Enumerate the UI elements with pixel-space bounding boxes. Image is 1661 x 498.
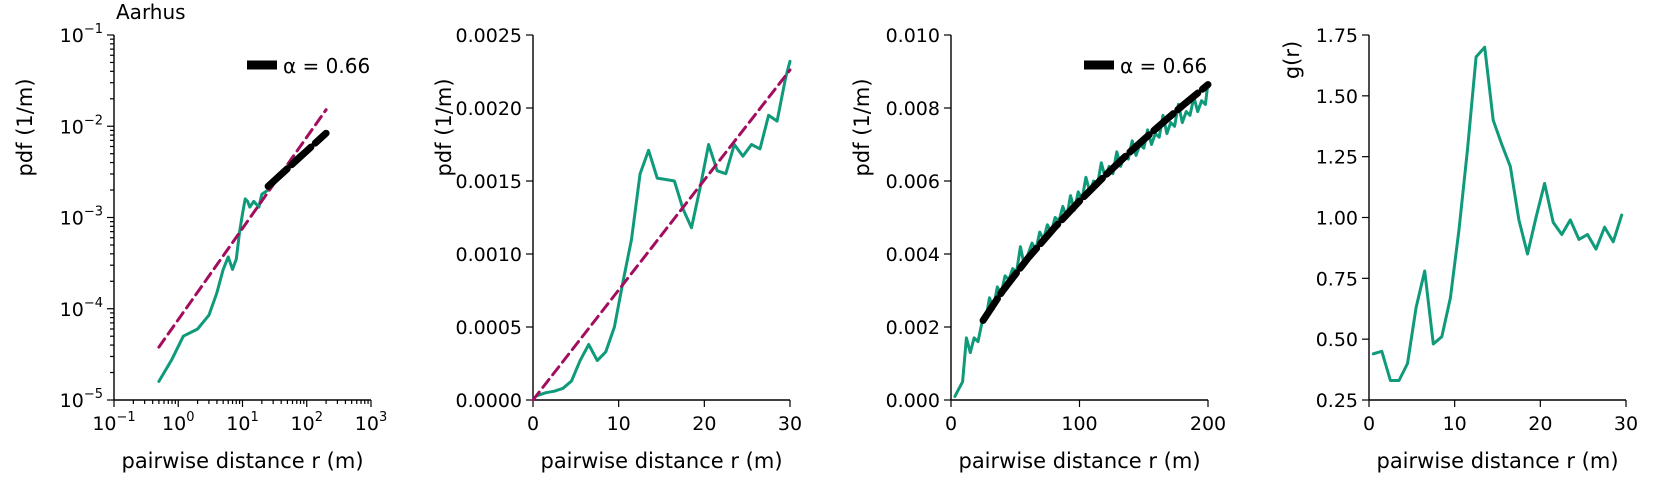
- y-tick-label: 0.002: [886, 317, 940, 339]
- y-tick-label: 0.006: [886, 171, 940, 193]
- chart-panel-1: 10−1 100 101 102 103 10−5 10−4 10−3 10−2 10−1 pair…: [13, 0, 387, 473]
- series-magenta-line: [531, 68, 792, 402]
- x-tick-label: 100: [162, 410, 194, 435]
- series-black-line: [264, 129, 330, 190]
- y-tick-label: 0.008: [886, 98, 940, 120]
- x-tick-label: 0: [527, 413, 539, 435]
- y-axis-label: pdf (1/m): [432, 78, 456, 176]
- series-magenta-line: [157, 108, 328, 349]
- series-green-line: [535, 59, 792, 398]
- y-tick-label: 0.25: [1316, 390, 1358, 412]
- y-axis-label: g(r): [1280, 41, 1304, 79]
- x-tick-label: 30: [778, 413, 802, 435]
- x-tick-label: 100: [1061, 413, 1097, 435]
- x-axis-label: pairwise distance r (m): [540, 449, 782, 473]
- x-tick-label: 102: [291, 410, 323, 435]
- panel-title: Aarhus: [116, 0, 186, 24]
- x-tick-label: 20: [692, 413, 716, 435]
- chart-panel-4: 0 10 20 30 0.25 0.50 0.75 1.00 1.25 1.50 1.75 pairw…: [1280, 25, 1638, 473]
- x-tick-label: 101: [226, 410, 258, 435]
- y-tick-label: 10−1: [60, 22, 103, 47]
- chart-panel-2: 0 10 20 30 0.0000 0.0005 0.0010 0.0015 0.0020 0.0…: [432, 25, 802, 473]
- y-tick-label: 10−3: [60, 205, 103, 230]
- x-tick-label: 10: [607, 413, 631, 435]
- legend-label: α = 0.66: [1120, 54, 1207, 78]
- x-tick-label: 0: [945, 413, 957, 435]
- y-tick-label: 0.000: [886, 390, 940, 412]
- y-tick-label: 0.0015: [456, 171, 522, 193]
- y-tick-label: 1.50: [1316, 86, 1358, 108]
- y-tick-label: 10−5: [60, 387, 103, 412]
- y-tick-label: 0.0010: [456, 244, 522, 266]
- x-axis-label: pairwise distance r (m): [1376, 449, 1618, 473]
- y-tick-label: 10−2: [60, 113, 103, 138]
- y-tick-label: 0.0005: [456, 317, 522, 339]
- x-tick-label: 103: [355, 410, 387, 435]
- series-green-line: [157, 130, 328, 383]
- y-tick-label: 0.75: [1316, 268, 1358, 290]
- series-green-line: [953, 81, 1210, 398]
- y-tick-label: 1.75: [1316, 25, 1358, 47]
- x-axis-label: pairwise distance r (m): [958, 449, 1200, 473]
- y-tick-label: 0.50: [1316, 329, 1358, 351]
- y-tick-label: 0.010: [886, 25, 940, 47]
- y-tick-label: 1.25: [1316, 147, 1358, 169]
- y-axis-label: pdf (1/m): [13, 78, 37, 176]
- y-tick-label: 10−4: [60, 296, 103, 321]
- chart-panel-3: 0 100 200 0.000 0.002 0.004 0.006 0.008 0.010 pai…: [850, 25, 1226, 473]
- series-green-line: [1371, 45, 1624, 382]
- y-tick-label: 0.0025: [456, 25, 522, 47]
- y-tick-label: 0.004: [886, 244, 940, 266]
- x-tick-label: 20: [1528, 413, 1552, 435]
- x-tick-label: 200: [1190, 413, 1226, 435]
- x-tick-label: 0: [1363, 413, 1375, 435]
- x-axis-label: pairwise distance r (m): [121, 449, 363, 473]
- y-tick-label: 1.00: [1316, 208, 1358, 230]
- legend-label: α = 0.66: [283, 54, 370, 78]
- series-black-line: [979, 81, 1212, 324]
- x-tick-label: 10: [1443, 413, 1467, 435]
- x-tick-label: 10−1: [92, 410, 135, 435]
- y-tick-label: 0.0000: [456, 390, 522, 412]
- x-tick-label: 30: [1614, 413, 1638, 435]
- y-tick-label: 0.0020: [456, 98, 522, 120]
- y-axis-label: pdf (1/m): [850, 78, 874, 176]
